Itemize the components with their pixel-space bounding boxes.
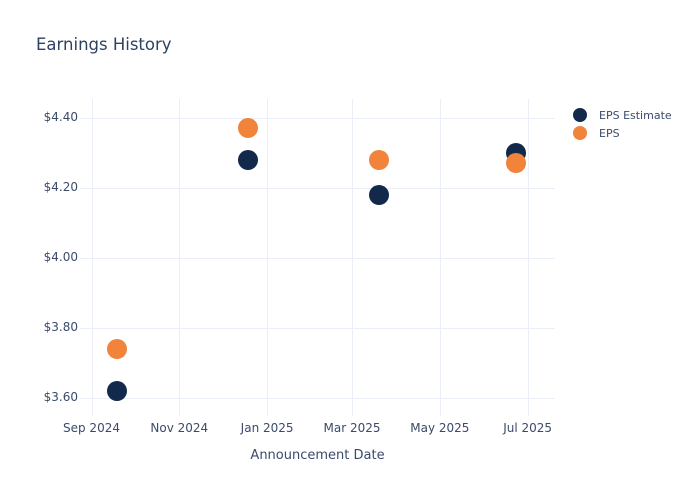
data-point-eps-estimate[interactable] <box>369 184 390 205</box>
y-tick-label: $4.40 <box>43 109 78 124</box>
legend-label-eps: EPS <box>599 126 620 140</box>
chart-title: Earnings History <box>36 35 172 54</box>
x-gridline <box>179 99 181 416</box>
data-point-eps[interactable] <box>107 339 128 360</box>
x-tick-label: Nov 2024 <box>150 421 209 435</box>
x-tick-label: Jul 2025 <box>503 421 553 435</box>
y-gridline <box>80 187 555 189</box>
x-tick-label: Mar 2025 <box>323 421 381 435</box>
y-tick-label: $3.80 <box>43 320 78 335</box>
y-tick-label: $4.00 <box>43 250 78 265</box>
x-gridline <box>91 99 93 416</box>
x-tick-label: Jan 2025 <box>240 421 294 435</box>
x-tick-label: May 2025 <box>410 421 470 435</box>
y-gridline <box>80 117 555 119</box>
y-gridline <box>80 398 555 400</box>
x-gridline <box>439 99 441 416</box>
y-tick-label: $3.60 <box>43 390 78 405</box>
eps-marker-icon <box>573 126 587 140</box>
data-point-eps[interactable] <box>369 149 390 170</box>
x-gridline <box>527 99 529 416</box>
legend-item-eps[interactable]: EPS <box>573 124 672 142</box>
legend-item-eps-estimate[interactable]: EPS Estimate <box>573 106 672 124</box>
x-gridline <box>267 99 269 416</box>
data-point-eps-estimate[interactable] <box>107 381 128 402</box>
data-point-eps[interactable] <box>238 118 259 139</box>
legend: EPS Estimate EPS <box>573 106 672 142</box>
legend-label-eps-estimate: EPS Estimate <box>599 108 672 122</box>
eps-estimate-marker-icon <box>573 108 587 122</box>
data-point-eps[interactable] <box>506 153 527 174</box>
x-gridline <box>352 99 354 416</box>
plot-area <box>80 99 555 416</box>
x-tick-label: Sep 2024 <box>63 421 120 435</box>
y-gridline <box>80 258 555 260</box>
x-axis-title: Announcement Date <box>250 448 385 463</box>
y-gridline <box>80 328 555 330</box>
data-point-eps-estimate[interactable] <box>238 149 259 170</box>
y-tick-label: $4.20 <box>43 179 78 194</box>
